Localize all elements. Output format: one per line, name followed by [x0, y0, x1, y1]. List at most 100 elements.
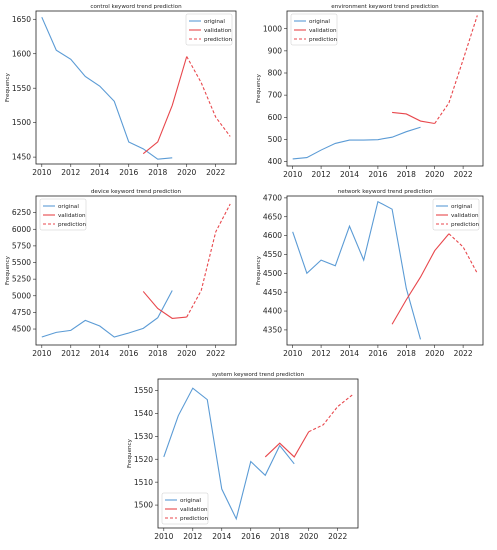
data-point-validation [391, 112, 393, 114]
plot-frame [35, 10, 237, 165]
plot-frame [286, 195, 484, 346]
data-point-original [128, 141, 130, 143]
x-tick-label: 2022 [206, 168, 225, 177]
y-tick-label: 1600 [12, 49, 31, 58]
x-tick-label: 2016 [119, 349, 138, 358]
data-point-prediction [448, 102, 450, 104]
data-point-prediction [308, 431, 310, 433]
x-tick-label: 2014 [212, 532, 231, 541]
data-point-original [349, 225, 351, 227]
series-line-original [41, 16, 173, 160]
y-tick-label: 1550 [12, 84, 31, 93]
plot-frame [35, 195, 237, 346]
data-point-validation [142, 153, 144, 155]
data-point-original [113, 100, 115, 102]
chart-title: system keyword trend prediction [212, 372, 305, 378]
y-tick-label: 6000 [12, 225, 31, 234]
data-point-prediction [215, 116, 217, 118]
x-tick-label: 2018 [397, 349, 416, 358]
x-tick-label: 2010 [32, 349, 51, 358]
data-point-original [84, 76, 86, 78]
data-point-original [420, 338, 422, 340]
chart-title: control keyword trend prediction [90, 4, 182, 10]
data-point-prediction [186, 316, 188, 318]
x-tick-label: 2012 [61, 168, 80, 177]
data-point-original [221, 488, 223, 490]
series-line-validation [391, 233, 450, 325]
data-point-validation [157, 141, 159, 143]
data-point-validation [420, 276, 422, 278]
data-point-prediction [229, 136, 231, 138]
legend: original validation prediction [432, 198, 480, 231]
x-tick-label: 2014 [340, 349, 359, 358]
data-point-original [70, 329, 72, 331]
data-point-original [128, 332, 130, 334]
data-point-original [192, 387, 194, 389]
x-tick-label: 2018 [148, 349, 167, 358]
data-point-original [292, 231, 294, 233]
series-line-original [163, 387, 295, 521]
y-tick-label: 1450 [12, 153, 31, 162]
legend: original validation prediction [290, 13, 338, 46]
data-point-original [250, 461, 252, 463]
chart-environment: environment keyword trend prediction Freq… [256, 4, 484, 179]
y-axis-label: Frequency [256, 73, 262, 103]
legend-label: validation [451, 213, 479, 219]
legend-label: original [58, 204, 79, 210]
data-point-original [70, 58, 72, 60]
x-tick-label: 2010 [283, 170, 302, 179]
x-tick-label: 2020 [177, 168, 196, 177]
chart-panel-network: network keyword trend prediction Frequenc… [249, 185, 497, 367]
data-point-original [163, 456, 165, 458]
data-point-prediction [186, 56, 188, 58]
x-tick-label: 2012 [312, 170, 331, 179]
data-point-prediction [337, 406, 339, 408]
data-point-original [420, 126, 422, 128]
y-tick-label: 6250 [12, 208, 31, 217]
x-tick-label: 2022 [454, 170, 473, 179]
chart-panel-control: control keyword trend prediction Frequenc… [0, 0, 248, 185]
legend-box [290, 13, 338, 46]
plot-frame [286, 10, 484, 167]
y-tick-label: 5000 [12, 291, 31, 300]
data-point-original [157, 158, 159, 160]
chart-panel-environment: environment keyword trend prediction Freq… [249, 0, 497, 185]
x-tick-label: 2010 [283, 349, 302, 358]
y-tick-label: 1500 [134, 501, 153, 510]
x-tick-label: 2010 [32, 168, 51, 177]
data-point-original [320, 149, 322, 151]
data-point-validation [420, 120, 422, 122]
y-tick-label: 800 [268, 69, 283, 78]
x-tick-label: 2012 [183, 532, 202, 541]
x-tick-label: 2014 [90, 168, 109, 177]
y-axis-label: Frequency [127, 438, 133, 468]
data-point-original [41, 16, 43, 18]
data-point-original [206, 399, 208, 401]
y-tick-label: 4400 [263, 307, 282, 316]
y-tick-label: 5250 [12, 275, 31, 284]
legend-box [185, 13, 233, 46]
data-point-original [264, 474, 266, 476]
legend-label: prediction [204, 37, 233, 43]
data-point-original [363, 139, 365, 141]
data-point-original [349, 139, 351, 141]
x-tick-label: 2018 [270, 532, 289, 541]
data-point-validation [293, 456, 295, 458]
series-line-validation [142, 291, 187, 319]
data-point-validation [405, 299, 407, 301]
x-tick-label: 2014 [90, 349, 109, 358]
data-point-validation [264, 456, 266, 458]
data-point-original [293, 463, 295, 465]
plot-frame [157, 378, 359, 529]
data-point-validation [434, 250, 436, 252]
data-point-original [113, 336, 115, 338]
legend-label: original [309, 19, 330, 25]
data-point-original [363, 259, 365, 261]
data-point-original [171, 157, 173, 159]
y-axis-label: Frequency [256, 255, 262, 285]
y-tick-label: 400 [268, 157, 283, 166]
data-point-original [142, 327, 144, 329]
x-tick-label: 2012 [312, 349, 331, 358]
data-point-prediction [229, 203, 231, 205]
x-tick-label: 2016 [119, 168, 138, 177]
